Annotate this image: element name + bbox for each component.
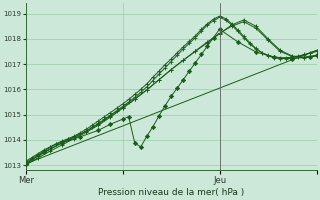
X-axis label: Pression niveau de la mer( hPa ): Pression niveau de la mer( hPa ) <box>98 188 244 197</box>
